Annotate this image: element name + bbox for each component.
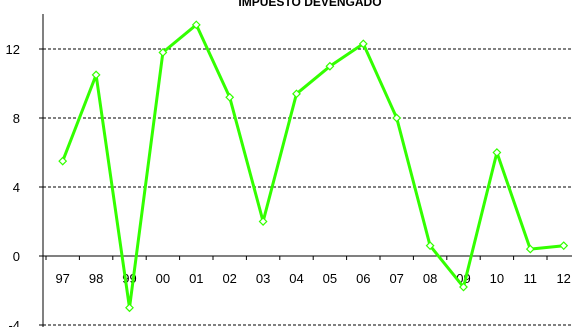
- data-point: [492, 148, 502, 157]
- x-tick-label: 06: [356, 271, 370, 286]
- y-tick-label: 0: [13, 249, 20, 264]
- gridlines: [43, 48, 572, 326]
- x-tick-label: 98: [89, 271, 103, 286]
- data-point: [58, 156, 68, 166]
- x-tick-label: 05: [323, 271, 337, 286]
- y-tick-label: 8: [13, 111, 20, 126]
- x-tick-label: 03: [256, 271, 270, 286]
- series-layer: [58, 20, 569, 313]
- x-tick-label: 07: [389, 271, 403, 286]
- x-tick-label: 00: [156, 271, 170, 286]
- data-point: [292, 89, 301, 99]
- data-point: [358, 39, 368, 49]
- data-point: [225, 92, 235, 102]
- series-line: [61, 23, 566, 310]
- x-tick-label: 10: [490, 271, 504, 286]
- x-tick-label: 02: [222, 271, 236, 286]
- chart-title: IMPUESTO DEVENGADO: [238, 0, 381, 9]
- data-point: [459, 282, 468, 292]
- data-point: [191, 20, 201, 30]
- data-point: [425, 241, 435, 251]
- x-tick-label: 97: [55, 271, 69, 286]
- data-point: [525, 244, 535, 254]
- x-tick-label: 12: [556, 271, 570, 286]
- data-point: [158, 48, 168, 57]
- x-tick-label: 11: [524, 271, 538, 286]
- y-tick-label: 12: [6, 42, 20, 57]
- axes: [39, 14, 572, 327]
- data-point: [125, 303, 134, 313]
- x-tick-label: 04: [289, 271, 303, 286]
- x-tick-label: 08: [423, 271, 437, 286]
- x-tick-label: 01: [189, 271, 203, 286]
- data-point: [559, 241, 569, 251]
- y-tick-label: -4: [8, 318, 20, 327]
- y-tick-label: 4: [13, 180, 20, 195]
- y-tick-labels: -4 0 4 8 12: [6, 42, 20, 327]
- data-point: [91, 70, 101, 80]
- data-point: [392, 113, 402, 123]
- data-point: [325, 61, 335, 71]
- data-point: [258, 217, 268, 226]
